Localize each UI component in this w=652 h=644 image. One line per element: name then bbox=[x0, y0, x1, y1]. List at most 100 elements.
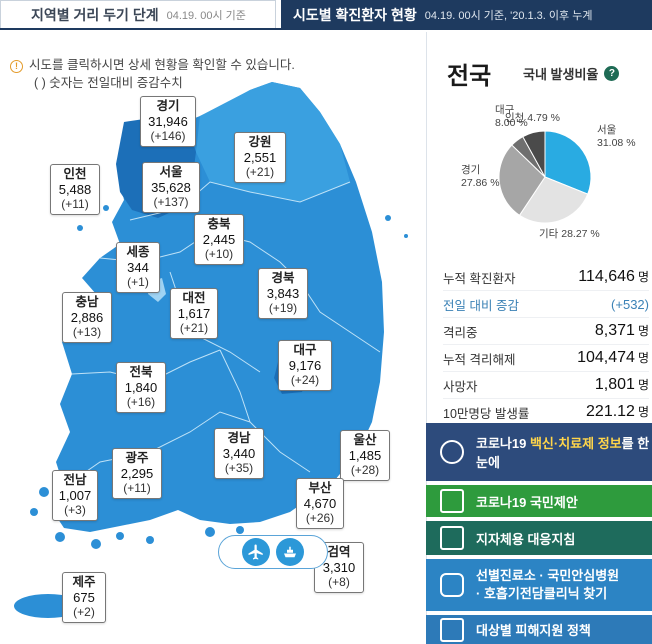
region-count: 9,176 bbox=[288, 358, 322, 373]
stat-daily-change: 전일 대비 증감 (+532) bbox=[443, 291, 649, 318]
region-count: 1,007 bbox=[58, 488, 92, 503]
pie-value-daegu: 8.00 % bbox=[495, 117, 528, 129]
region-name: 제주 bbox=[72, 575, 96, 589]
region-gwangju[interactable]: 광주 2,295 (+11) bbox=[112, 448, 162, 499]
region-delta: (+13) bbox=[72, 325, 102, 339]
region-gyeonggi[interactable]: 경기 31,946 (+146) bbox=[140, 96, 196, 147]
region-delta: (+16) bbox=[126, 395, 156, 409]
pie-slice-gita bbox=[518, 176, 589, 224]
region-delta: (+28) bbox=[350, 463, 380, 477]
pie-value-seoul: 31.08 % bbox=[597, 137, 636, 149]
region-incheon[interactable]: 인천 5,488 (+11) bbox=[50, 164, 100, 215]
pie-value-gyeonggi: 27.86 % bbox=[461, 177, 500, 189]
vaccine-info-button[interactable]: 코로나19 백신·치료제 정보를 한눈에 bbox=[426, 423, 652, 481]
top-tabs: 지역별 거리 두기 단계 04.19. 00시 기준 시도별 확진환자 현황 0… bbox=[0, 0, 652, 30]
region-name: 경남 bbox=[227, 431, 251, 445]
stat-released: 누적 격리해제 104,474 명 bbox=[443, 345, 649, 372]
airplane-icon[interactable] bbox=[242, 538, 270, 566]
map-notice: ! 시도를 클릭하시면 상세 현황을 확인할 수 있습니다. ( ) 숫자는 전일… bbox=[10, 56, 295, 92]
hospital-finder-button[interactable]: 선별진료소 · 국민안심병원 · 호흡기전담클리닉 찾기 bbox=[426, 559, 652, 611]
stats-table: 누적 확진환자 114,646 명 전일 대비 증감 (+532) 격리중 8,3… bbox=[443, 264, 649, 426]
region-sejong[interactable]: 세종 344 (+1) bbox=[116, 242, 160, 293]
stat-incidence: 10만명당 발생률 221.12 명 bbox=[443, 399, 649, 426]
ratio-pie-chart bbox=[498, 130, 592, 224]
stat-total: 누적 확진환자 114,646 명 bbox=[443, 264, 649, 291]
region-name: 강원 bbox=[248, 135, 272, 149]
pie-slice-seoul bbox=[544, 130, 592, 195]
region-gyeongbuk[interactable]: 경북 3,843 (+19) bbox=[258, 268, 308, 319]
summary-subtitle: 국내 발생비율 ? bbox=[523, 64, 620, 83]
region-jeju[interactable]: 제주 675 (+2) bbox=[62, 572, 106, 623]
pie-label-daegu: 대구 8.00 % bbox=[495, 104, 528, 129]
region-count: 1,617 bbox=[177, 306, 211, 321]
summary-panel: 전국 국내 발생비율 ? 서울 31.08 % 기타 28.27 % 경기 27.8… bbox=[426, 32, 652, 644]
tab-status-date: 04.19. 00시 기준, '20.1.3. 이후 누계 bbox=[424, 10, 593, 22]
region-count: 3,440 bbox=[222, 446, 256, 461]
region-count: 344 bbox=[127, 260, 149, 275]
region-delta: (+10) bbox=[204, 247, 234, 261]
folder-icon bbox=[440, 617, 464, 642]
region-name: 울산 bbox=[353, 433, 377, 447]
region-name: 경북 bbox=[271, 271, 295, 285]
region-name: 충남 bbox=[75, 295, 99, 309]
map-islands bbox=[30, 198, 408, 549]
local-guide-button[interactable]: 지자체용 대응지침 bbox=[426, 521, 652, 555]
notice-line2: ( ) 숫자는 전일대비 증감수치 bbox=[34, 76, 183, 90]
subtitle-text: 국내 발생비율 bbox=[523, 67, 599, 82]
region-count: 31,946 bbox=[148, 114, 188, 129]
region-count: 3,310 bbox=[322, 560, 356, 575]
map-panel: ! 시도를 클릭하시면 상세 현황을 확인할 수 있습니다. ( ) 숫자는 전일… bbox=[0, 32, 426, 644]
help-icon[interactable]: ? bbox=[604, 66, 620, 81]
region-jeonnam[interactable]: 전남 1,007 (+3) bbox=[52, 470, 98, 521]
tab-confirmed-status[interactable]: 시도별 확진환자 현황 04.19. 00시 기준, '20.1.3. 이후 누… bbox=[281, 0, 652, 30]
region-delta: (+1) bbox=[127, 275, 149, 289]
region-busan[interactable]: 부산 4,670 (+26) bbox=[296, 478, 344, 529]
region-name: 경기 bbox=[156, 99, 180, 113]
tab-status-label: 시도별 확진환자 현황 bbox=[293, 7, 417, 23]
region-daejeon[interactable]: 대전 1,617 (+21) bbox=[170, 288, 218, 339]
shield-cross-icon bbox=[440, 573, 464, 597]
stat-deaths: 사망자 1,801 명 bbox=[443, 372, 649, 399]
region-name: 전남 bbox=[63, 473, 87, 487]
pie-slice-gyeonggi bbox=[498, 144, 546, 216]
region-gangwon[interactable]: 강원 2,551 (+21) bbox=[234, 132, 286, 183]
region-delta: (+19) bbox=[268, 301, 298, 315]
region-count: 2,551 bbox=[243, 150, 277, 165]
region-chungbuk[interactable]: 충북 2,445 (+10) bbox=[194, 214, 244, 265]
region-count: 4,670 bbox=[303, 496, 337, 511]
document-pen-icon bbox=[440, 489, 464, 513]
region-delta: (+3) bbox=[64, 503, 86, 517]
ship-icon[interactable] bbox=[276, 538, 304, 566]
region-delta: (+24) bbox=[290, 373, 320, 387]
tab-distancing-level[interactable]: 지역별 거리 두기 단계 04.19. 00시 기준 bbox=[0, 0, 276, 28]
quarantine-icons bbox=[218, 535, 328, 569]
region-delta: (+35) bbox=[224, 461, 254, 475]
region-name: 검역 bbox=[327, 545, 351, 559]
region-count: 5,488 bbox=[58, 182, 92, 197]
region-delta: (+146) bbox=[150, 129, 186, 143]
region-seoul[interactable]: 서울 35,628 (+137) bbox=[142, 162, 200, 213]
notice-line1: 시도를 클릭하시면 상세 현황을 확인할 수 있습니다. bbox=[29, 58, 295, 72]
region-name: 세종 bbox=[126, 245, 150, 259]
region-delta: (+137) bbox=[153, 195, 189, 209]
region-gyeongnam[interactable]: 경남 3,440 (+35) bbox=[214, 428, 264, 479]
region-jeonbuk[interactable]: 전북 1,840 (+16) bbox=[116, 362, 166, 413]
region-delta: (+26) bbox=[305, 511, 335, 525]
region-name: 충북 bbox=[207, 217, 231, 231]
region-count: 675 bbox=[73, 590, 95, 605]
region-name: 서울 bbox=[159, 165, 183, 179]
checklist-icon bbox=[440, 526, 464, 550]
region-daegu[interactable]: 대구 9,176 (+24) bbox=[278, 340, 332, 391]
support-policy-button[interactable]: 대상별 피해지원 정책 bbox=[426, 615, 652, 644]
info-icon: ! bbox=[10, 60, 23, 73]
region-count: 2,445 bbox=[202, 232, 236, 247]
syringe-icon bbox=[440, 440, 464, 464]
region-name: 인천 bbox=[63, 167, 87, 181]
stat-isolated: 격리중 8,371 명 bbox=[443, 318, 649, 345]
region-ulsan[interactable]: 울산 1,485 (+28) bbox=[340, 430, 390, 481]
region-delta: (+2) bbox=[73, 605, 95, 619]
citizen-proposal-button[interactable]: 코로나19 국민제안 bbox=[426, 485, 652, 517]
region-chungnam[interactable]: 충남 2,886 (+13) bbox=[62, 292, 112, 343]
region-delta: (+11) bbox=[123, 481, 151, 495]
region-delta: (+21) bbox=[179, 321, 209, 335]
